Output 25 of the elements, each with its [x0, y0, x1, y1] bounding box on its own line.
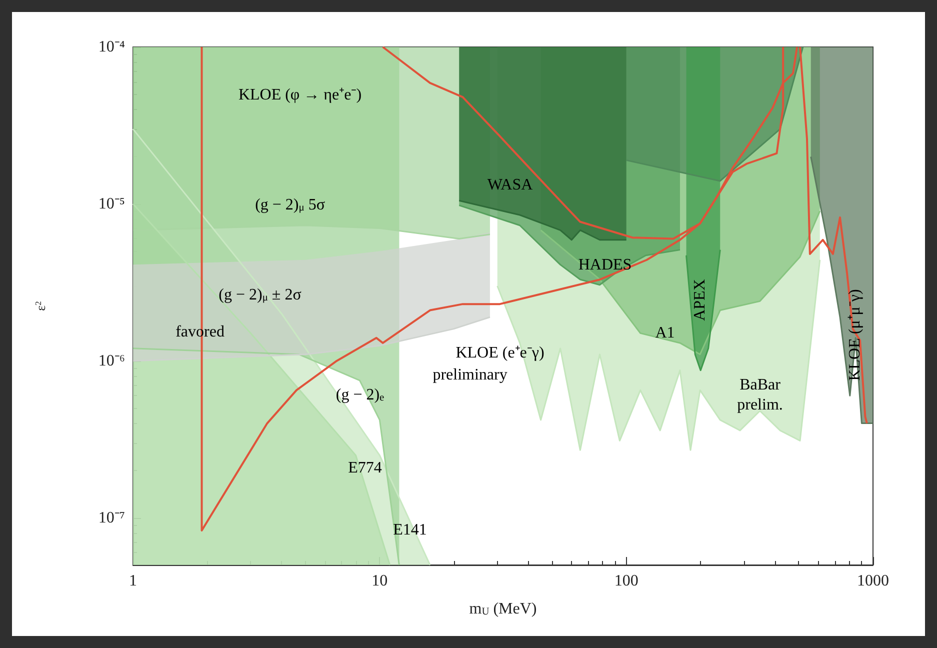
annotation: E774 — [348, 460, 382, 476]
annotation: KLOE (φ → ηe⁺e⁻) — [238, 86, 362, 104]
y-tick-label: 10⁻⁴ — [98, 38, 126, 56]
y-axis-title: ε2 — [33, 301, 48, 311]
annotation: BaBar — [740, 376, 782, 394]
x-tick-label: 1 — [129, 572, 137, 590]
annotation: (g − 2)μ 5σ — [255, 196, 326, 214]
annotation: APEX — [692, 278, 708, 321]
annotation: (g − 2)e — [336, 386, 385, 404]
annotation: A1 — [655, 324, 675, 342]
x-tick-label: 100 — [614, 572, 638, 590]
annotation: E141 — [393, 522, 427, 538]
annotation: KLOE (μ⁺μ⁻γ) — [846, 289, 864, 381]
annotation: WASA — [487, 176, 534, 194]
annotation: (g − 2)μ ± 2σ — [218, 286, 302, 304]
annotation: KLOE (e⁺e⁻γ) — [456, 344, 544, 362]
y-tick-label: 10⁻⁷ — [98, 509, 125, 526]
annotation: preliminary — [432, 366, 508, 384]
y-tick-label: 10⁻⁵ — [98, 195, 125, 212]
annotation: prelim. — [737, 396, 783, 414]
x-axis-title: mU (MeV) — [469, 600, 537, 618]
x-tick-label: 1000 — [857, 572, 889, 590]
annotation: HADES — [578, 256, 632, 274]
y-tick-label: 10⁻⁶ — [98, 352, 125, 370]
x-tick-label: 10 — [372, 572, 388, 590]
